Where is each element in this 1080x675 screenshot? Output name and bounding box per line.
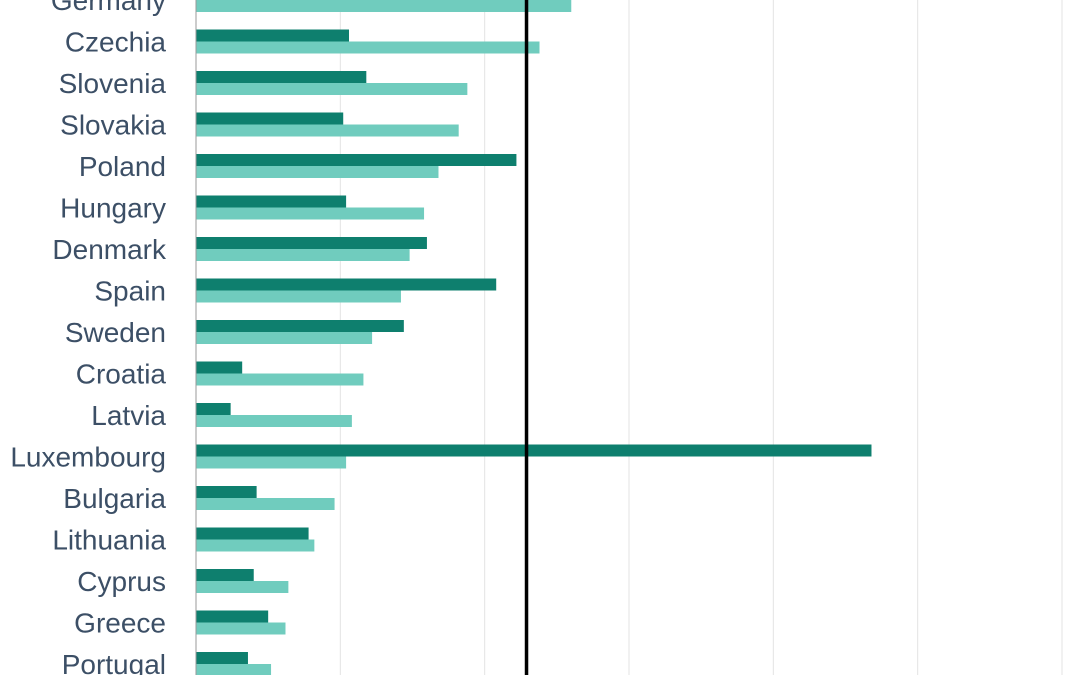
- bar-poland-series-1: [196, 154, 517, 166]
- bar-spain-series-1: [196, 278, 497, 291]
- bar-portugal-series-1: [196, 652, 248, 664]
- category-label: Spain: [94, 276, 166, 307]
- bar-czechia-series-1: [196, 29, 349, 42]
- bar-spain-series-2: [196, 290, 401, 303]
- bar-cyprus-series-1: [196, 569, 254, 581]
- gridlines: [339, 0, 1063, 675]
- category-label: Germany: [51, 0, 166, 16]
- category-label: Sweden: [65, 317, 166, 348]
- category-label: Luxembourg: [10, 442, 166, 473]
- category-label: Bulgaria: [63, 483, 166, 514]
- bar-hungary-series-2: [196, 207, 425, 220]
- bars: [196, 0, 872, 675]
- bar-luxembourg-series-2: [196, 456, 347, 469]
- bar-latvia-series-2: [196, 415, 352, 427]
- bar-lithuania-series-2: [196, 539, 315, 552]
- bar-croatia-series-1: [196, 361, 243, 374]
- bar-cyprus-series-2: [196, 581, 289, 593]
- category-label: Denmark: [52, 234, 167, 265]
- category-label: Lithuania: [52, 525, 166, 556]
- category-label: Croatia: [76, 359, 167, 390]
- bar-bulgaria-series-1: [196, 486, 257, 498]
- category-label: Latvia: [91, 400, 166, 431]
- bar-slovakia-series-1: [196, 112, 344, 125]
- bar-slovakia-series-2: [196, 124, 459, 137]
- bar-sweden-series-1: [196, 320, 404, 332]
- bar-denmark-series-2: [196, 249, 410, 261]
- category-labels: Germany Czechia Slovenia Slovakia Poland Hung…: [10, 0, 167, 675]
- category-label: Slovakia: [60, 110, 166, 141]
- bar-lithuania-series-1: [196, 527, 309, 540]
- category-label: Slovenia: [59, 68, 167, 99]
- category-label: Hungary: [60, 193, 166, 224]
- bar-slovenia-series-2: [196, 83, 468, 95]
- bar-greece-series-2: [196, 622, 286, 635]
- bar-denmark-series-1: [196, 237, 427, 249]
- category-label: Poland: [79, 151, 166, 182]
- bar-czechia-series-2: [196, 41, 540, 54]
- bar-sweden-series-2: [196, 332, 373, 344]
- bar-slovenia-series-1: [196, 71, 367, 83]
- category-label: Greece: [74, 608, 166, 639]
- bar-greece-series-1: [196, 610, 269, 623]
- bar-latvia-series-1: [196, 403, 231, 415]
- category-label: Czechia: [65, 27, 167, 58]
- bar-poland-series-2: [196, 166, 439, 178]
- bar-luxembourg-series-1: [196, 444, 872, 457]
- category-label: Portugal: [62, 649, 166, 675]
- bar-portugal-series-2: [196, 664, 272, 675]
- bar-hungary-series-1: [196, 195, 347, 208]
- bar-germany-series-2: [196, 0, 572, 12]
- category-label: Cyprus: [77, 566, 166, 597]
- bar-bulgaria-series-2: [196, 498, 335, 510]
- bar-croatia-series-2: [196, 373, 364, 386]
